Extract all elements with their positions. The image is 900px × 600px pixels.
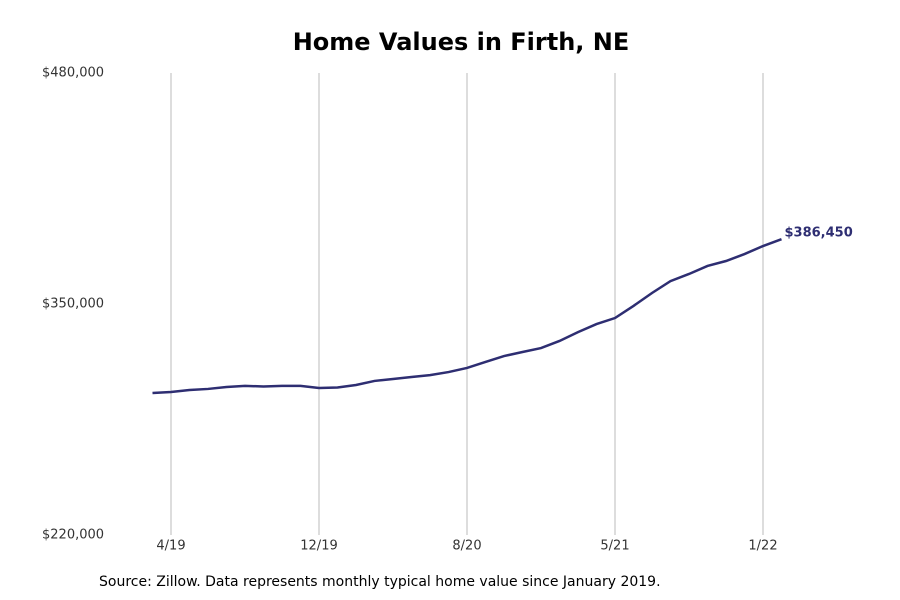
x-tick-label: 5/21 (600, 539, 629, 554)
x-tick-label: 12/19 (300, 539, 337, 554)
y-tick-label: $220,000 (42, 528, 104, 543)
line (152, 238, 782, 395)
chart-title: Home Values in Firth, NE (293, 28, 630, 56)
x-tick-label: 1/22 (748, 539, 777, 554)
source-note: Source: Zillow. Data represents monthly … (99, 574, 661, 590)
y-tick-label: $480,000 (42, 66, 104, 81)
y-tick-label: $350,000 (42, 297, 104, 312)
data-label: $386,450 (785, 226, 853, 241)
x-tick-label: 4/19 (156, 539, 185, 554)
x-tick-label: 8/20 (452, 539, 481, 554)
